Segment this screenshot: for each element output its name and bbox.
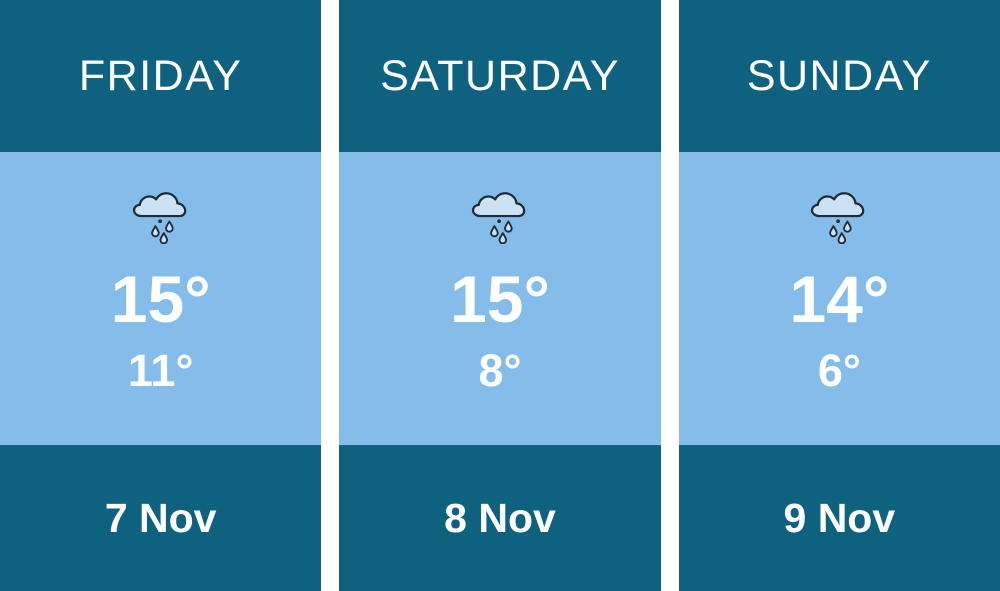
day-name: SUNDAY [746,51,932,100]
forecast-card-sunday: SUNDAY 14° 6° 9 Nov [678,0,1000,591]
high-temperature: 15° [110,262,211,336]
date-label: 9 Nov [783,494,896,541]
date-footer: 7 Nov [0,445,322,591]
high-temperature: 15° [450,262,550,336]
day-header: FRIDAY [0,0,322,152]
day-name: SATURDAY [380,51,620,100]
date-footer: 8 Nov [339,445,661,591]
rain-cloud-icon [129,190,193,244]
forecast-body: 14° 6° [678,152,1000,445]
forecast-body: 15° 11° [0,152,322,445]
date-footer: 9 Nov [678,445,1000,591]
rain-cloud-icon [807,190,871,244]
date-label: 8 Nov [444,494,556,541]
date-label: 7 Nov [104,494,217,541]
day-header: SUNDAY [678,0,1000,152]
forecast-card-friday: FRIDAY 15° 11° 7 Nov [0,0,322,591]
low-temperature: 11° [127,345,194,396]
day-header: SATURDAY [339,0,661,152]
low-temperature: 6° [817,345,861,396]
forecast-body: 15° 8° [339,152,661,445]
high-temperature: 14° [789,262,890,336]
rain-cloud-icon [468,190,532,244]
low-temperature: 8° [478,345,522,396]
day-name: FRIDAY [78,51,243,100]
forecast-card-saturday: SATURDAY 15° 8° 8 Nov [339,0,661,591]
